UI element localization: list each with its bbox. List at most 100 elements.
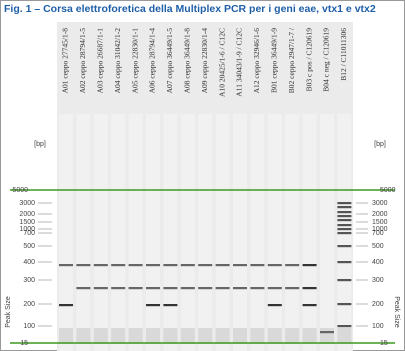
band (250, 264, 264, 266)
primer-smear (320, 328, 334, 344)
lane (59, 114, 73, 351)
band (129, 287, 143, 289)
band (146, 287, 160, 289)
band (163, 264, 177, 266)
tick-label-left: 500 (23, 243, 35, 250)
tick-label-right: 400 (372, 259, 384, 266)
lane (111, 114, 125, 351)
lane-label: B04 c neg / C120619 (322, 28, 331, 92)
band (198, 287, 212, 289)
band (337, 211, 351, 213)
lane (233, 114, 247, 351)
lane-label: A06 ceppo 28794/1-4 (148, 28, 157, 94)
band (76, 287, 90, 289)
band (163, 304, 177, 306)
tick-label-right: 1500 (372, 219, 388, 226)
band (303, 304, 317, 306)
tick-label-left: 15 (20, 340, 28, 347)
band (216, 287, 230, 289)
lane-label: B01 ceppo 36449/1-9 (270, 28, 279, 93)
lane (303, 114, 317, 351)
lane (285, 114, 299, 351)
lane (320, 114, 334, 351)
lane-label: A04 ceppo 31042/1-2 (113, 28, 122, 94)
tick-label-right: 5000 (380, 187, 396, 194)
band (233, 287, 247, 289)
lane-label: A11 34043/1-9 / C12C (235, 28, 244, 97)
lane-label: A12 ceppo 32946/1-6 (252, 28, 261, 94)
lane (268, 114, 282, 351)
band (216, 264, 230, 266)
primer-smear (59, 328, 73, 344)
lane-label: B02 ceppo 2947/1-7 / (287, 27, 296, 93)
lane-label: A09 ceppo 22830/1-4 (200, 28, 209, 94)
tick-label-left: 2000 (19, 211, 35, 218)
tick-label-left: 700 (23, 230, 35, 237)
lane-label: A03 ceppo 26687/1-1 (96, 28, 105, 94)
tick-label-right: 500 (372, 243, 384, 250)
band (337, 215, 351, 217)
lane-label: A05 ceppo 22830/1-1 (130, 28, 139, 94)
band (76, 264, 90, 266)
primer-smear (94, 328, 108, 344)
primer-smear (111, 328, 125, 344)
lane-label: B12 / C11011306 (339, 28, 348, 81)
band (181, 287, 195, 289)
tick-label-left: 100 (23, 323, 35, 330)
band (303, 287, 317, 289)
lane-label: B03 c pos / C120619 (304, 28, 313, 92)
primer-smear (163, 328, 177, 344)
band (337, 206, 351, 208)
band (163, 287, 177, 289)
band (129, 264, 143, 266)
band (268, 304, 282, 306)
tick-label-left: 3000 (19, 200, 35, 207)
band (320, 331, 334, 333)
band (303, 264, 317, 266)
primer-smear (303, 328, 317, 344)
primer-smear (198, 328, 212, 344)
tick-label-right: 700 (372, 230, 384, 237)
band (337, 224, 351, 226)
primer-smear (129, 328, 143, 344)
axis-unit-right: [bp] (374, 141, 386, 148)
lane (76, 114, 90, 351)
band (285, 264, 299, 266)
band (146, 264, 160, 266)
primer-smear (216, 328, 230, 344)
band (94, 264, 108, 266)
primer-smear (337, 328, 351, 344)
tick-label-left: 400 (23, 259, 35, 266)
band (285, 287, 299, 289)
axis-unit-left: [bp] (34, 141, 46, 148)
figure-title: Fig. 1 – Corsa elettroforetica della Mul… (4, 3, 376, 15)
lane-label: A07 ceppo 36449/1-5 (165, 28, 174, 94)
band (111, 287, 125, 289)
band (59, 304, 73, 306)
tick-label-right: 2000 (372, 211, 388, 218)
band (337, 303, 351, 305)
band (233, 264, 247, 266)
band (337, 228, 351, 230)
figure: Fig. 1 – Corsa elettroforetica della Mul… (0, 0, 405, 351)
band (337, 325, 351, 327)
lane-label: A02 ceppo 28794/1-5 (78, 28, 87, 94)
lane (163, 114, 177, 351)
tick-label-left: 300 (23, 277, 35, 284)
tick-label-left: 1500 (19, 219, 35, 226)
lane-label: A10 20425/1-6 / C12C (217, 28, 226, 97)
lane-label: A08 ceppo 36449/1-8 (183, 28, 192, 94)
primer-smear (76, 328, 90, 344)
primer-smear (250, 328, 264, 344)
lane (181, 114, 195, 351)
primer-smear (181, 328, 195, 344)
tick-label-right: 200 (372, 301, 384, 308)
lane (129, 114, 143, 351)
primer-smear (268, 328, 282, 344)
axis-title-left: Peak Size (5, 296, 12, 328)
band (111, 264, 125, 266)
band (198, 264, 212, 266)
band (268, 287, 282, 289)
tick-label-left: 5000 (12, 187, 28, 194)
lane (94, 114, 108, 351)
